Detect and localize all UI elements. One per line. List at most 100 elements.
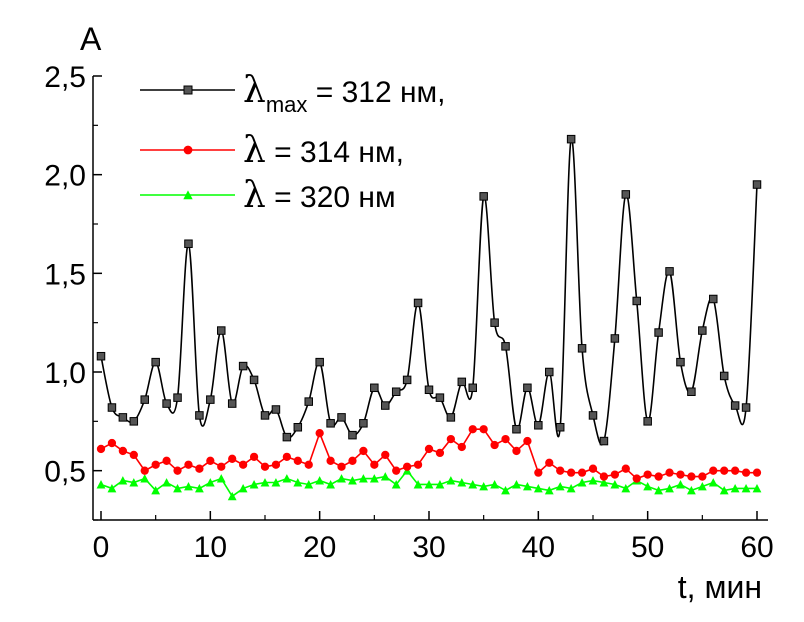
data-point	[588, 476, 598, 485]
data-point	[720, 466, 729, 475]
data-point	[676, 470, 685, 479]
data-point	[686, 485, 696, 495]
data-point	[643, 470, 652, 479]
data-point	[282, 432, 292, 442]
y-tick-label: 1,5	[44, 258, 86, 291]
data-point	[479, 482, 489, 491]
data-point	[140, 466, 149, 475]
data-point	[610, 334, 620, 343]
data-point	[151, 460, 160, 469]
x-tick-label: 0	[93, 531, 110, 564]
data-point	[173, 484, 182, 493]
series-2	[96, 466, 762, 501]
data-point	[260, 462, 270, 471]
data-point	[413, 480, 423, 489]
data-point	[129, 450, 138, 460]
data-point	[534, 468, 543, 477]
legend-label: λ = 320 нм	[243, 175, 396, 216]
data-point	[490, 318, 499, 327]
x-tick-label: 40	[522, 531, 555, 564]
data-point	[140, 395, 149, 404]
data-point	[719, 485, 729, 495]
data-point	[348, 456, 357, 465]
data-point	[468, 480, 478, 489]
data-point	[194, 484, 204, 493]
data-point	[380, 472, 390, 481]
data-point	[424, 444, 434, 454]
legend-marker	[183, 145, 193, 155]
axes-layer	[92, 76, 768, 521]
data-point	[676, 480, 685, 489]
data-point	[654, 485, 664, 495]
data-point	[228, 454, 237, 463]
series-layer	[96, 134, 762, 501]
data-point	[697, 482, 707, 491]
data-point	[337, 474, 346, 483]
data-point	[752, 180, 762, 189]
data-point	[359, 446, 368, 456]
data-point	[665, 267, 674, 276]
x-axis-title: t, мин	[678, 569, 762, 605]
data-point	[512, 446, 521, 456]
data-point	[304, 460, 313, 469]
data-point	[271, 478, 281, 487]
data-point	[238, 484, 248, 493]
legend-marker	[183, 85, 193, 95]
data-point	[205, 478, 215, 487]
data-point	[260, 411, 270, 420]
y-tick-label: 0,5	[44, 456, 86, 489]
x-tick-label: 50	[631, 531, 664, 564]
y-tick-label: 2,5	[44, 61, 86, 94]
series-0	[96, 134, 762, 446]
data-point	[129, 478, 139, 487]
data-point	[523, 383, 532, 393]
data-point	[534, 421, 543, 430]
data-point	[457, 442, 466, 452]
series-line	[100, 138, 758, 446]
data-point	[326, 419, 335, 428]
data-point	[446, 434, 456, 444]
legend-text: = 320 нм	[266, 181, 396, 214]
legend: λmax = 312 нм, λ = 314 нм,λ = 320 нм	[140, 70, 446, 216]
data-point	[654, 472, 663, 481]
data-point	[129, 417, 139, 426]
data-point	[501, 342, 510, 351]
legend-symbol: λ	[243, 130, 266, 171]
data-point	[315, 476, 325, 485]
data-point	[195, 411, 204, 420]
data-point	[358, 474, 368, 483]
data-point	[709, 466, 718, 475]
data-point	[632, 474, 641, 483]
data-point	[522, 482, 532, 491]
data-point	[730, 484, 740, 493]
data-point	[599, 472, 609, 481]
y-tick-label: 2,0	[44, 160, 86, 193]
data-point	[162, 456, 171, 465]
data-point	[577, 468, 587, 477]
data-point	[621, 464, 630, 473]
data-point	[348, 430, 357, 440]
data-point	[424, 480, 434, 489]
data-point	[315, 357, 324, 367]
data-point	[282, 452, 292, 462]
data-point	[337, 413, 346, 422]
data-point	[402, 375, 412, 385]
data-point	[577, 344, 587, 353]
data-point	[162, 399, 171, 408]
data-point	[632, 296, 641, 306]
data-point	[227, 491, 237, 501]
data-point	[566, 484, 576, 493]
data-point	[708, 478, 718, 487]
legend-item-1: λ = 314 нм,	[140, 130, 404, 171]
data-point	[107, 484, 117, 493]
x-tick-label: 30	[412, 531, 445, 564]
data-point	[665, 468, 674, 477]
data-point	[665, 484, 674, 493]
data-point	[315, 429, 324, 438]
data-point	[610, 480, 620, 489]
data-point	[468, 425, 477, 434]
data-point	[392, 466, 401, 475]
data-point	[293, 456, 302, 465]
data-point	[599, 436, 609, 446]
legend-label: λmax = 312 нм,	[243, 70, 446, 117]
